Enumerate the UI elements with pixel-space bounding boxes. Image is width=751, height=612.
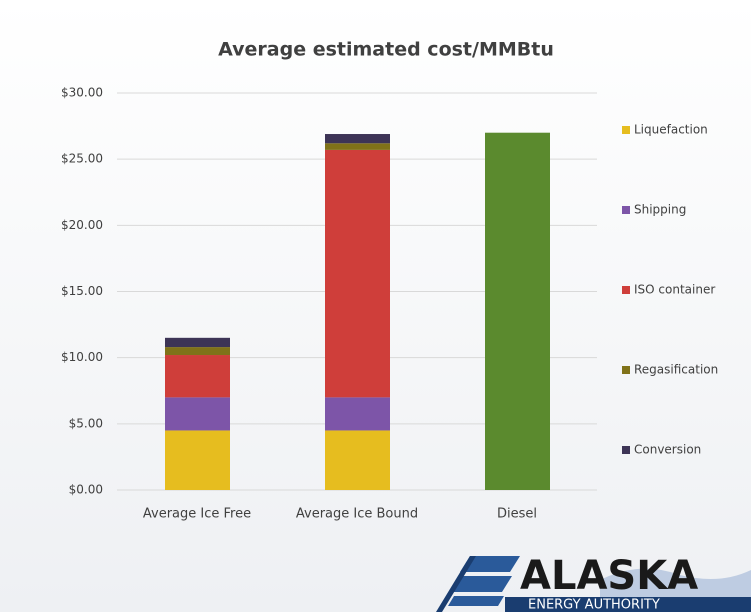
logo: ALASKA ENERGY AUTHORITY <box>436 553 751 612</box>
legend-label: Liquefaction <box>634 123 708 137</box>
bar-segment <box>165 430 230 490</box>
legend-swatch <box>622 126 630 134</box>
bar-segment <box>165 347 230 356</box>
legend-label: ISO container <box>634 283 715 297</box>
chart-title: Average estimated cost/MMBtu <box>218 39 554 61</box>
bar-segment <box>485 132 550 490</box>
legend-label: Conversion <box>634 443 701 457</box>
y-tick-label: $20.00 <box>61 218 103 232</box>
y-tick-label: $30.00 <box>61 86 103 100</box>
y-tick-label: $25.00 <box>61 152 103 166</box>
legend-swatch <box>622 206 630 214</box>
legend-label: Regasification <box>634 363 718 377</box>
x-tick-label: Average Ice Free <box>143 507 251 522</box>
x-tick-label: Average Ice Bound <box>296 507 418 522</box>
bar-segment <box>325 143 390 150</box>
bar-segment <box>165 337 230 348</box>
bar-segment <box>165 355 230 398</box>
bar-segment <box>325 149 390 398</box>
y-tick-label: $15.00 <box>61 284 103 298</box>
legend-label: Shipping <box>634 203 686 217</box>
logo-stroke <box>436 556 476 612</box>
y-tick-label: $5.00 <box>69 416 103 430</box>
logo-mountains <box>600 568 751 600</box>
bar-segment <box>325 134 390 144</box>
logo-subtitle: ENERGY AUTHORITY <box>528 598 660 612</box>
bar-segment <box>165 397 230 431</box>
logo-band <box>505 597 751 612</box>
legend-swatch <box>622 366 630 374</box>
y-tick-label: $0.00 <box>69 483 103 497</box>
y-tick-label: $10.00 <box>61 350 103 364</box>
legend-swatch <box>622 286 630 294</box>
logo-name: ALASKA <box>520 553 698 599</box>
bar-segment <box>325 430 390 490</box>
legend-swatch <box>622 446 630 454</box>
x-tick-label: Diesel <box>497 507 537 522</box>
bar-segment <box>325 397 390 431</box>
